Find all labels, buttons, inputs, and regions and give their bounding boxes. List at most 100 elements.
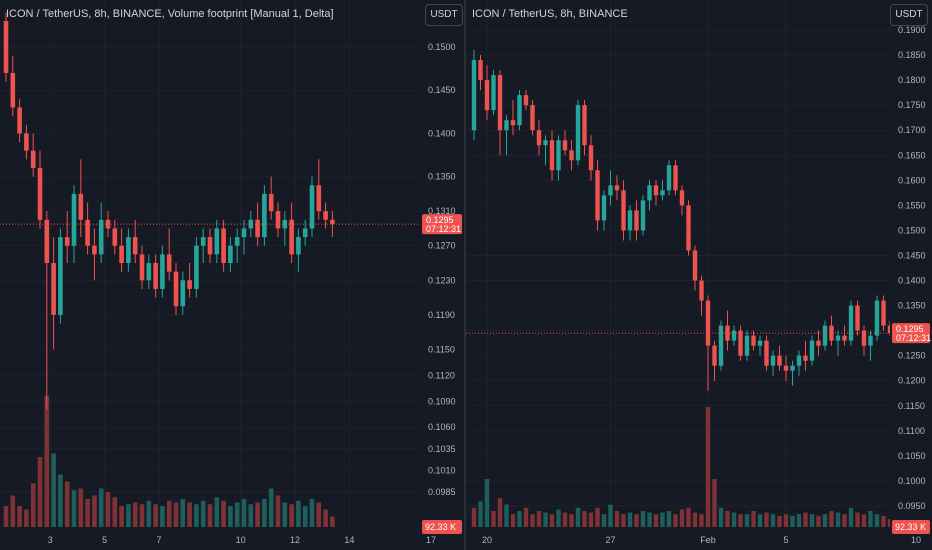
candle-body [861,330,867,346]
candle-body [119,245,124,264]
volume-bar [187,502,192,527]
candle-body [634,210,639,231]
candle-body [536,130,542,146]
volume-bar [543,512,548,527]
volume-bar [330,516,335,527]
volume-bar [517,511,522,527]
volume-bar [166,500,172,527]
candle-body [686,205,691,251]
candle-body [692,250,698,281]
x-tick-label: Feb [700,535,716,545]
candle-body [132,237,138,255]
volume-bar [153,504,158,527]
candle-body [207,237,213,255]
volume-bar [562,512,568,527]
volume-bar [234,502,240,527]
candle-body [647,185,652,201]
x-tick-label: 5 [102,535,107,545]
candle-body [484,80,490,111]
volume-bar [621,514,626,527]
volume-bar [556,509,561,527]
right-chart-canvas[interactable]: 0.1900 0.1850 0.1800 0.1750 0.1700 0.1650 0.16… [466,0,932,550]
y-tick-label: 0.0985 [428,487,456,497]
candle-body [241,228,247,238]
volume-bar [207,504,213,527]
volume-bar [718,507,724,527]
x-tick-label: 14 [344,535,354,545]
y-tick-label: 0.1010 [428,465,456,475]
candle-body [803,355,808,361]
candle-body [621,190,626,231]
y-tick-label: 0.1700 [898,125,926,135]
candle-body [829,325,834,341]
volume-bar [653,514,659,527]
volume-bar [887,519,893,527]
candle-body [666,165,672,191]
volume-badge [422,520,462,534]
candle-body [582,105,587,146]
x-tick-label: 10 [911,535,921,545]
candle-body [809,340,815,361]
volume-bar [10,495,16,527]
volume-bar [64,481,70,527]
volume-bar [725,511,730,527]
candle-body [530,105,535,131]
y-tick-label: 0.1120 [428,370,455,380]
candle-body [855,305,860,331]
volume-bar [809,514,815,527]
candle-body [822,325,828,346]
volume-bar [861,514,867,527]
volume-bar [58,474,63,527]
y-tick-label: 0.1310 [428,206,456,216]
candle-body [139,254,145,281]
candle-body [221,228,226,264]
volume-bar [881,515,886,527]
volume-bar [530,514,535,527]
volume-bar [764,512,769,527]
y-tick-label: 0.1100 [898,426,925,436]
y-tick-label: 0.1350 [428,172,456,182]
candle-body [848,305,854,341]
candle-body [764,340,769,366]
volume-bar [478,501,483,527]
volume-badge-value: 92.33 K [895,522,926,532]
candle-body [112,228,118,246]
volume-bar [751,511,756,527]
y-tick-label: 0.1200 [898,376,926,386]
left-chart-title: ICON / TetherUS, 8h, BINANCE, Volume foo… [6,8,334,20]
candle-body [575,105,581,161]
price-axis [420,0,464,550]
volume-bar [471,507,477,527]
left-chart-canvas[interactable]: 0.1500 0.1450 0.1400 0.1350 0.1310 0.1270 0.12… [0,0,464,550]
candle-body [194,245,199,289]
volume-bar [484,479,490,527]
candle-body [881,300,886,326]
volume-bar [679,509,685,527]
candle-body [653,185,659,196]
volume-bar [316,502,322,527]
candle-body [10,72,16,108]
volume-bar [275,495,281,527]
left-unit-button[interactable]: USDT [425,4,463,26]
volume-bar [139,504,145,527]
volume-bar [200,500,206,527]
volume-bar [829,511,834,527]
candle-body [887,325,893,334]
right-unit-button[interactable]: USDT [890,4,928,26]
price-badge [892,323,930,344]
volume-bar [575,507,581,527]
volume-bar [790,515,795,527]
volume-bar [24,509,29,527]
y-tick-label: 0.1150 [898,401,925,411]
y-tick-label: 0.1600 [898,175,926,185]
volume-bar [855,512,860,527]
price-badge [422,214,462,235]
candle-body [510,120,516,126]
volume-bar [816,515,821,527]
candle-body [796,355,802,366]
y-tick-label: 0.1150 [428,344,455,354]
candle-body [712,345,717,366]
panel-divider[interactable] [464,0,466,550]
candle-body [30,150,36,168]
volume-bar [3,506,9,527]
